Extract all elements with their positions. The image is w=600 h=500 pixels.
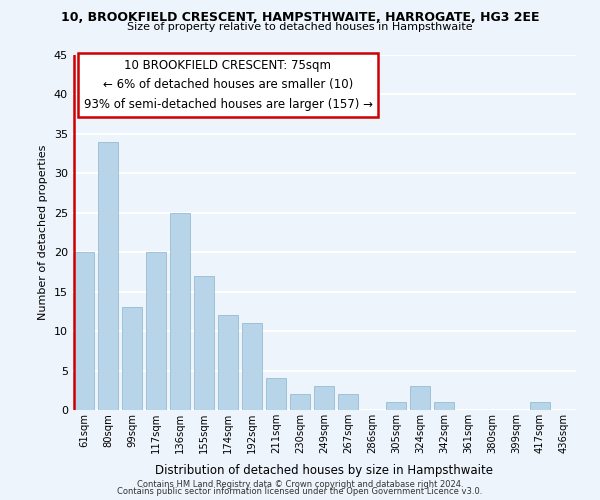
- Bar: [290, 394, 310, 410]
- Bar: [122, 308, 142, 410]
- Bar: [338, 394, 358, 410]
- Bar: [410, 386, 430, 410]
- Bar: [98, 142, 118, 410]
- Text: Size of property relative to detached houses in Hampsthwaite: Size of property relative to detached ho…: [127, 22, 473, 32]
- X-axis label: Distribution of detached houses by size in Hampsthwaite: Distribution of detached houses by size …: [155, 464, 493, 477]
- Bar: [146, 252, 166, 410]
- Bar: [386, 402, 406, 410]
- Bar: [530, 402, 550, 410]
- Bar: [74, 252, 94, 410]
- Y-axis label: Number of detached properties: Number of detached properties: [38, 145, 48, 320]
- Text: Contains public sector information licensed under the Open Government Licence v3: Contains public sector information licen…: [118, 487, 482, 496]
- Bar: [242, 323, 262, 410]
- Text: 10, BROOKFIELD CRESCENT, HAMPSTHWAITE, HARROGATE, HG3 2EE: 10, BROOKFIELD CRESCENT, HAMPSTHWAITE, H…: [61, 11, 539, 24]
- Bar: [266, 378, 286, 410]
- Bar: [194, 276, 214, 410]
- Text: Contains HM Land Registry data © Crown copyright and database right 2024.: Contains HM Land Registry data © Crown c…: [137, 480, 463, 489]
- Bar: [170, 213, 190, 410]
- Bar: [434, 402, 454, 410]
- Bar: [314, 386, 334, 410]
- Text: 10 BROOKFIELD CRESCENT: 75sqm
← 6% of detached houses are smaller (10)
93% of se: 10 BROOKFIELD CRESCENT: 75sqm ← 6% of de…: [83, 59, 373, 111]
- Bar: [218, 316, 238, 410]
